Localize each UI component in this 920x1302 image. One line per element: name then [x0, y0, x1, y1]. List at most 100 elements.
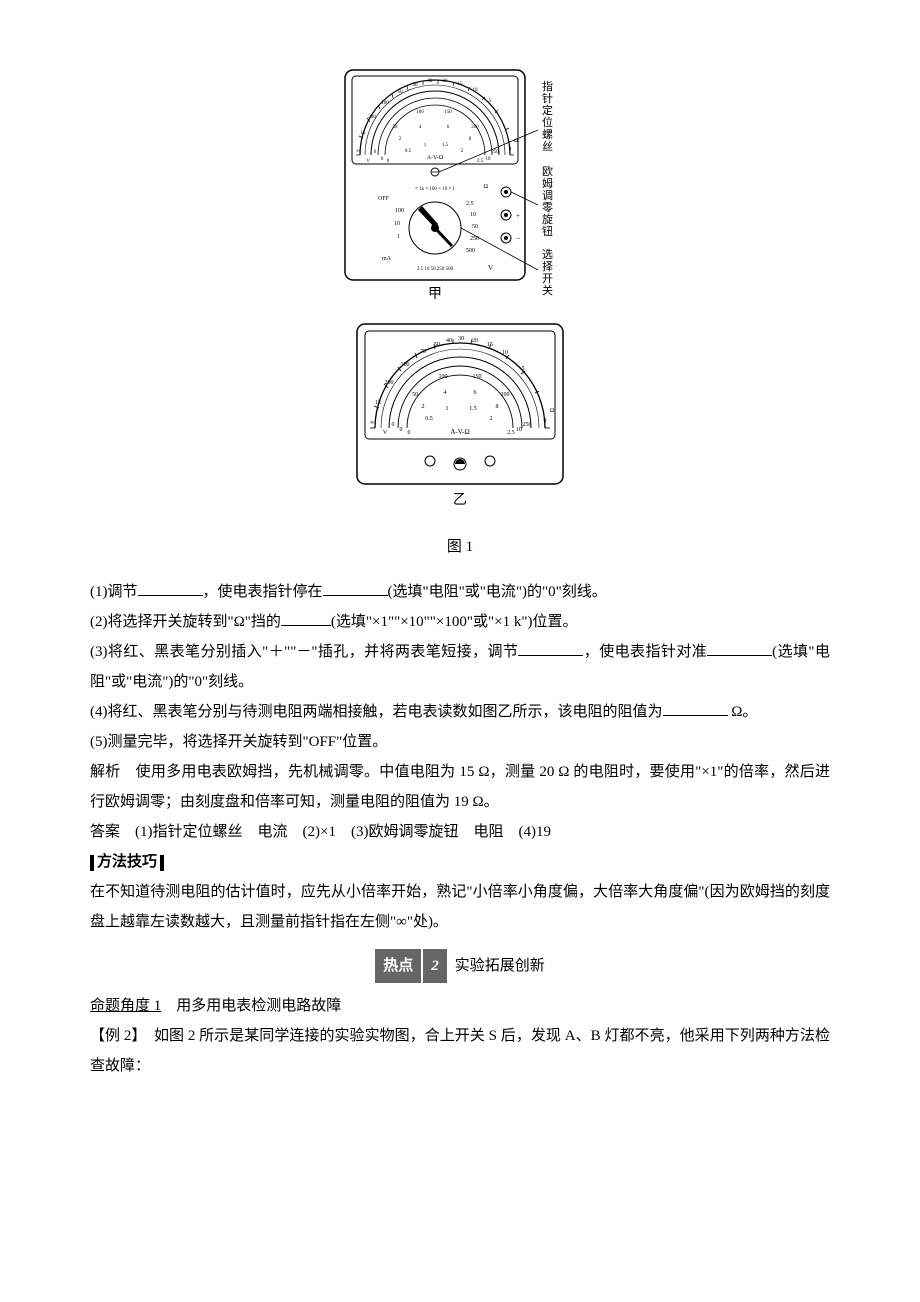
svg-text:∞: ∞	[356, 149, 360, 154]
svg-text:15: 15	[458, 82, 464, 87]
annot-screw: 指针定位螺丝	[542, 79, 553, 153]
svg-text:1k: 1k	[361, 131, 367, 136]
q5: (5)测量完毕，将选择开关旋转到"OFF"位置。	[90, 727, 830, 757]
svg-text:250: 250	[523, 422, 532, 428]
svg-text:∞: ∞	[370, 420, 374, 426]
svg-text:100: 100	[395, 208, 404, 214]
svg-text:mA: mA	[382, 256, 392, 262]
svg-text:20: 20	[443, 79, 449, 84]
q2: (2)将选择开关旋转到"Ω"挡的(选填"×1""×10""×100"或"×1 k…	[90, 607, 830, 637]
svg-text:250: 250	[491, 150, 499, 155]
svg-text:× 1k × 100 × 10 × 1: × 1k × 100 × 10 × 1	[415, 187, 456, 192]
svg-text:10: 10	[394, 221, 400, 227]
content-body: (1)调节，使电表指针停在(选填"电阻"或"电流")的"0"刻线。 (2)将选择…	[90, 577, 830, 1081]
svg-text:2.5: 2.5	[507, 430, 515, 436]
svg-text:100: 100	[439, 374, 448, 380]
angle-row: 命题角度 1 用多用电表检测电路故障	[90, 991, 830, 1021]
svg-text:+: +	[516, 212, 520, 220]
svg-text:10: 10	[486, 157, 492, 162]
svg-text:Ω: Ω	[550, 408, 555, 414]
angle-label: 命题角度 1	[90, 998, 161, 1014]
svg-text:40: 40	[413, 83, 419, 88]
meter-bottom-label: 乙	[453, 492, 467, 508]
svg-text:50: 50	[393, 125, 399, 130]
svg-text:200: 200	[368, 115, 376, 120]
blank	[281, 607, 331, 626]
svg-text:OFF: OFF	[378, 196, 390, 202]
svg-text:Ω: Ω	[484, 184, 489, 190]
svg-text:100: 100	[401, 362, 410, 368]
analysis-label: 解析	[90, 764, 120, 780]
hotspot-num: 2	[423, 949, 447, 983]
svg-text:100: 100	[416, 110, 424, 115]
svg-text:20: 20	[472, 338, 478, 344]
svg-text:1.5: 1.5	[469, 406, 477, 412]
svg-text:0: 0	[544, 418, 547, 424]
svg-text:1.5: 1.5	[442, 143, 449, 148]
blank	[663, 697, 728, 716]
svg-text:30: 30	[428, 79, 434, 84]
svg-text:100: 100	[381, 101, 389, 106]
svg-text:50: 50	[398, 90, 404, 95]
svg-text:30: 30	[458, 336, 464, 342]
svg-text:2: 2	[490, 416, 493, 422]
annot-ohm-zero: 欧姆调零旋钮	[542, 165, 553, 238]
svg-text:50: 50	[412, 392, 418, 398]
svg-text:200: 200	[385, 380, 394, 386]
svg-text:1: 1	[446, 406, 449, 412]
analysis: 解析 使用多用电表欧姆挡，先机械调零。中值电阻为 15 Ω，测量 20 Ω 的电…	[90, 757, 830, 817]
svg-text:10: 10	[516, 427, 522, 433]
svg-text:6: 6	[474, 390, 477, 396]
svg-text:5: 5	[522, 366, 525, 372]
svg-text:150: 150	[473, 374, 482, 380]
svg-text:1: 1	[397, 234, 400, 240]
method-title: 方法技巧	[90, 847, 830, 877]
svg-text:1k: 1k	[375, 400, 381, 406]
meter-top-label: 甲	[428, 287, 442, 302]
svg-text:−: −	[516, 234, 521, 243]
answer: 答案 (1)指针定位螺丝 电流 (2)×1 (3)欧姆调零旋钮 电阻 (4)19	[90, 817, 830, 847]
svg-text:0.5: 0.5	[405, 149, 412, 154]
svg-text:0: 0	[392, 422, 395, 428]
method-text: 在不知道待测电阻的估计值时，应先从小倍率开始，熟记"小倍率小角度偏，大倍率大角度…	[90, 877, 830, 937]
svg-text:50: 50	[472, 224, 478, 230]
svg-text:8: 8	[496, 404, 499, 410]
svg-text:2.5: 2.5	[477, 159, 484, 164]
svg-text:4: 4	[444, 390, 447, 396]
svg-text:0.5: 0.5	[425, 416, 433, 422]
svg-text:V: V	[383, 430, 388, 436]
svg-text:50: 50	[434, 342, 440, 348]
svg-text:200: 200	[471, 125, 479, 130]
svg-text:150: 150	[444, 110, 452, 115]
blank	[518, 637, 583, 656]
answer-label: 答案	[90, 824, 120, 840]
bar-icon	[160, 855, 164, 871]
svg-text:10: 10	[502, 350, 508, 356]
figure-caption: 图 1	[90, 532, 830, 562]
figure-1: ∞1k200 1005040 302015 1050 Ω 050100 1502…	[90, 60, 830, 522]
svg-text:2: 2	[422, 404, 425, 410]
svg-text:0: 0	[400, 427, 403, 433]
blank	[707, 637, 772, 656]
dial-label: A-V-Ω	[427, 155, 444, 161]
svg-text:2.5 10 50 250 500: 2.5 10 50 250 500	[417, 267, 454, 272]
svg-text:500: 500	[466, 248, 475, 254]
svg-text:V: V	[488, 264, 493, 272]
hotspot-title: 实验拓展创新	[455, 958, 545, 974]
svg-text:200: 200	[501, 392, 510, 398]
svg-text:2.5: 2.5	[466, 201, 474, 207]
q3: (3)将红、黑表笔分别插入"＋""－"插孔，并将两表笔短接，调节，使电表指针对准…	[90, 637, 830, 697]
svg-text:A-V-Ω: A-V-Ω	[450, 428, 469, 436]
svg-text:70: 70	[420, 349, 426, 355]
example-label: 【例 2】	[90, 1028, 139, 1044]
q1: (1)调节，使电表指针停在(选填"电阻"或"电流")的"0"刻线。	[90, 577, 830, 607]
svg-text:V: V	[366, 159, 370, 164]
svg-text:15: 15	[487, 342, 493, 348]
svg-text:0: 0	[408, 430, 411, 436]
blank	[138, 577, 203, 596]
bar-icon	[90, 855, 94, 871]
meter-top-svg: ∞1k200 1005040 302015 1050 Ω 050100 1502…	[330, 60, 590, 305]
q4: (4)将红、黑表笔分别与待测电阻两端相接触，若电表读数如图乙所示，该电阻的阻值为…	[90, 697, 830, 727]
hotspot-label: 热点	[375, 949, 421, 983]
meter-bottom-svg: ∞1k200 1007050 403020 15105 0Ω 050100 15…	[345, 316, 575, 511]
